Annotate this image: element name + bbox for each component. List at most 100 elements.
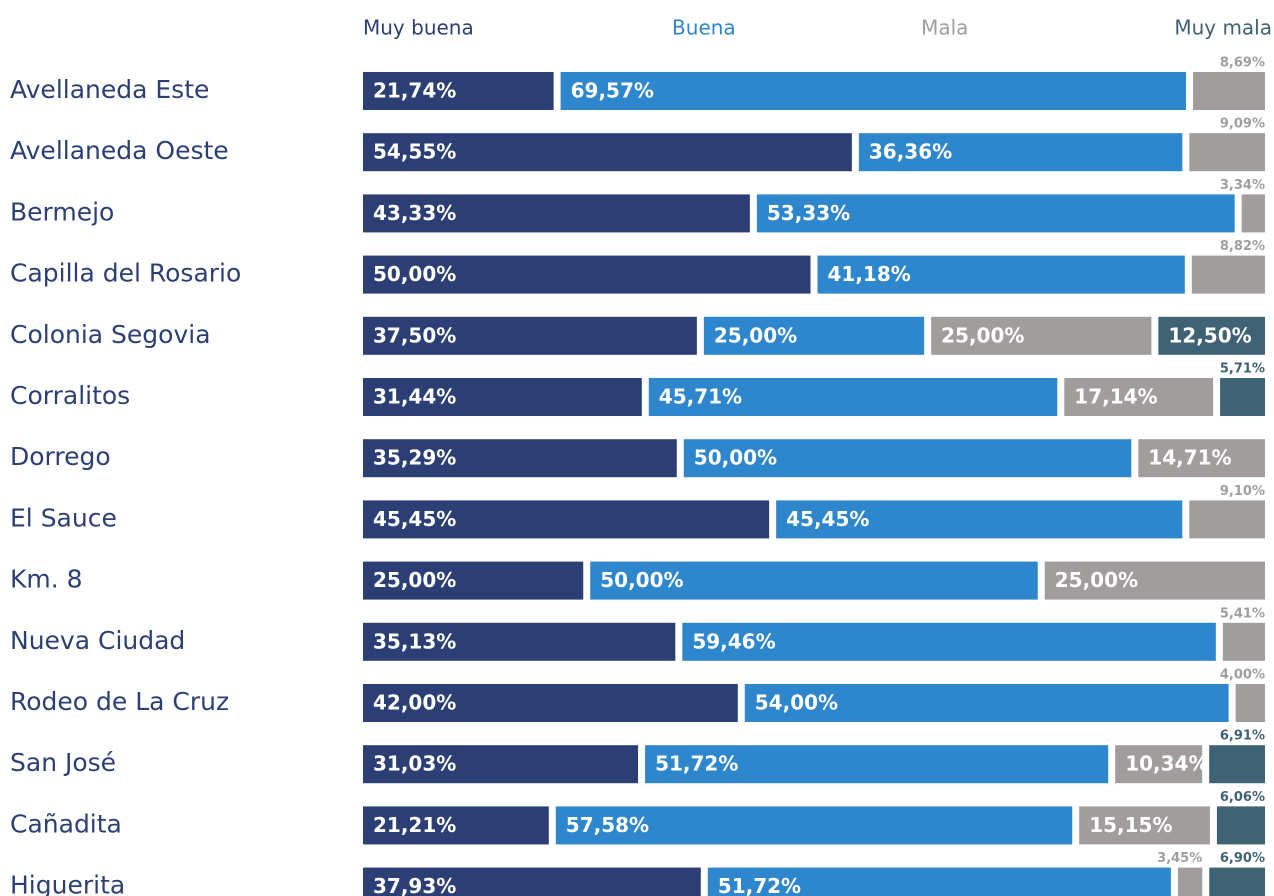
bar-segment <box>560 72 1187 110</box>
bar-segment <box>682 622 1216 661</box>
value-label: 43,33% <box>373 201 456 225</box>
bar-segment <box>363 316 697 355</box>
bar-segment <box>744 684 1229 722</box>
value-label: 3,45% <box>1157 851 1202 866</box>
value-label: 37,50% <box>373 323 456 347</box>
bar-segment <box>1044 561 1265 600</box>
bar-segment <box>707 867 1171 896</box>
category-label: Bermejo <box>10 197 114 226</box>
legend-label: Mala <box>921 16 968 40</box>
bar-segment <box>1193 72 1265 110</box>
category-label: El Sauce <box>10 503 117 532</box>
bar-segment <box>1222 622 1265 661</box>
bar-segment <box>363 745 639 784</box>
value-label: 50,00% <box>600 568 683 592</box>
bar-segment <box>931 316 1152 355</box>
value-label: 17,14% <box>1074 385 1157 409</box>
value-label: 6,90% <box>1220 851 1265 866</box>
bar-segment <box>1079 806 1210 845</box>
bar-segment <box>1158 316 1265 355</box>
category-label: Higuerita <box>10 871 125 896</box>
value-label: 53,33% <box>767 201 850 225</box>
category-label: Rodeo de La Cruz <box>10 687 229 716</box>
value-label: 59,46% <box>692 629 775 653</box>
legend-label: Muy buena <box>363 16 474 40</box>
value-label: 9,09% <box>1220 117 1265 132</box>
bar-segment <box>858 133 1183 172</box>
bar-segment <box>363 867 701 896</box>
category-label: Avellaneda Oeste <box>10 136 229 165</box>
value-label: 51,72% <box>655 752 738 776</box>
value-label: 50,00% <box>373 262 456 286</box>
value-label: 15,15% <box>1089 813 1172 837</box>
value-label: 8,82% <box>1220 239 1265 254</box>
value-label: 25,00% <box>373 568 456 592</box>
legend-label: Buena <box>672 16 736 40</box>
value-label: 5,41% <box>1220 606 1265 621</box>
bar-segment <box>776 500 1183 539</box>
category-label: Capilla del Rosario <box>10 259 241 288</box>
bar-segment <box>1241 194 1265 233</box>
bar-segment <box>1209 867 1265 896</box>
bar-segment <box>363 133 852 172</box>
value-label: 50,00% <box>694 446 777 470</box>
category-label: Corralitos <box>10 381 130 410</box>
value-label: 35,29% <box>373 446 456 470</box>
value-label: 37,93% <box>373 874 456 896</box>
legend-label: Muy mala <box>1174 16 1272 40</box>
bar-segment <box>555 806 1073 845</box>
bar-segment <box>363 500 770 539</box>
bar-segment <box>1220 378 1265 416</box>
value-label: 25,00% <box>714 323 797 347</box>
category-label: Nueva Ciudad <box>10 626 185 655</box>
value-label: 45,45% <box>786 507 869 531</box>
bar-segment <box>1216 806 1265 845</box>
value-label: 21,21% <box>373 813 456 837</box>
bar-segment <box>1064 378 1214 416</box>
bar-segment <box>590 561 1038 600</box>
bar-segment <box>1189 133 1265 172</box>
bar-segment <box>1138 439 1265 478</box>
bar-segment <box>817 255 1185 294</box>
value-label: 25,00% <box>941 323 1024 347</box>
bar-segment <box>363 439 677 478</box>
value-label: 57,58% <box>566 813 649 837</box>
value-label: 36,36% <box>869 140 952 164</box>
bar-segment <box>363 194 750 233</box>
value-label: 35,13% <box>373 629 456 653</box>
category-label: Km. 8 <box>10 565 83 594</box>
value-label: 69,57% <box>571 79 654 103</box>
category-label: San José <box>10 748 116 777</box>
bar-segment <box>363 806 549 845</box>
value-label: 21,74% <box>373 79 456 103</box>
value-label: 54,00% <box>755 691 838 715</box>
bar-segment <box>683 439 1132 478</box>
value-label: 8,69% <box>1220 56 1265 71</box>
bar-segment <box>1235 684 1265 722</box>
category-label: Colonia Segovia <box>10 320 211 349</box>
value-label: 10,34% <box>1125 752 1208 776</box>
value-label: 14,71% <box>1148 446 1231 470</box>
value-label: 45,45% <box>373 507 456 531</box>
bar-segment <box>1177 867 1203 896</box>
category-label: Avellaneda Este <box>10 75 209 104</box>
value-label: 51,72% <box>718 874 801 896</box>
category-label: Cañadita <box>10 809 122 838</box>
bar-segment <box>363 255 811 294</box>
bar-segment <box>756 194 1235 233</box>
bar-segment <box>1191 255 1265 294</box>
bar-segment <box>363 684 738 722</box>
value-label: 31,44% <box>373 385 456 409</box>
bar-segment <box>1115 745 1203 784</box>
value-label: 3,34% <box>1220 178 1265 193</box>
bar-segment <box>363 622 676 661</box>
bar-segment <box>363 72 554 110</box>
value-label: 6,06% <box>1220 790 1265 805</box>
bar-segment <box>1209 745 1265 784</box>
category-label: Dorrego <box>10 442 111 471</box>
value-label: 25,00% <box>1055 568 1138 592</box>
value-label: 42,00% <box>373 691 456 715</box>
value-label: 54,55% <box>373 140 456 164</box>
value-label: 4,00% <box>1220 668 1265 683</box>
